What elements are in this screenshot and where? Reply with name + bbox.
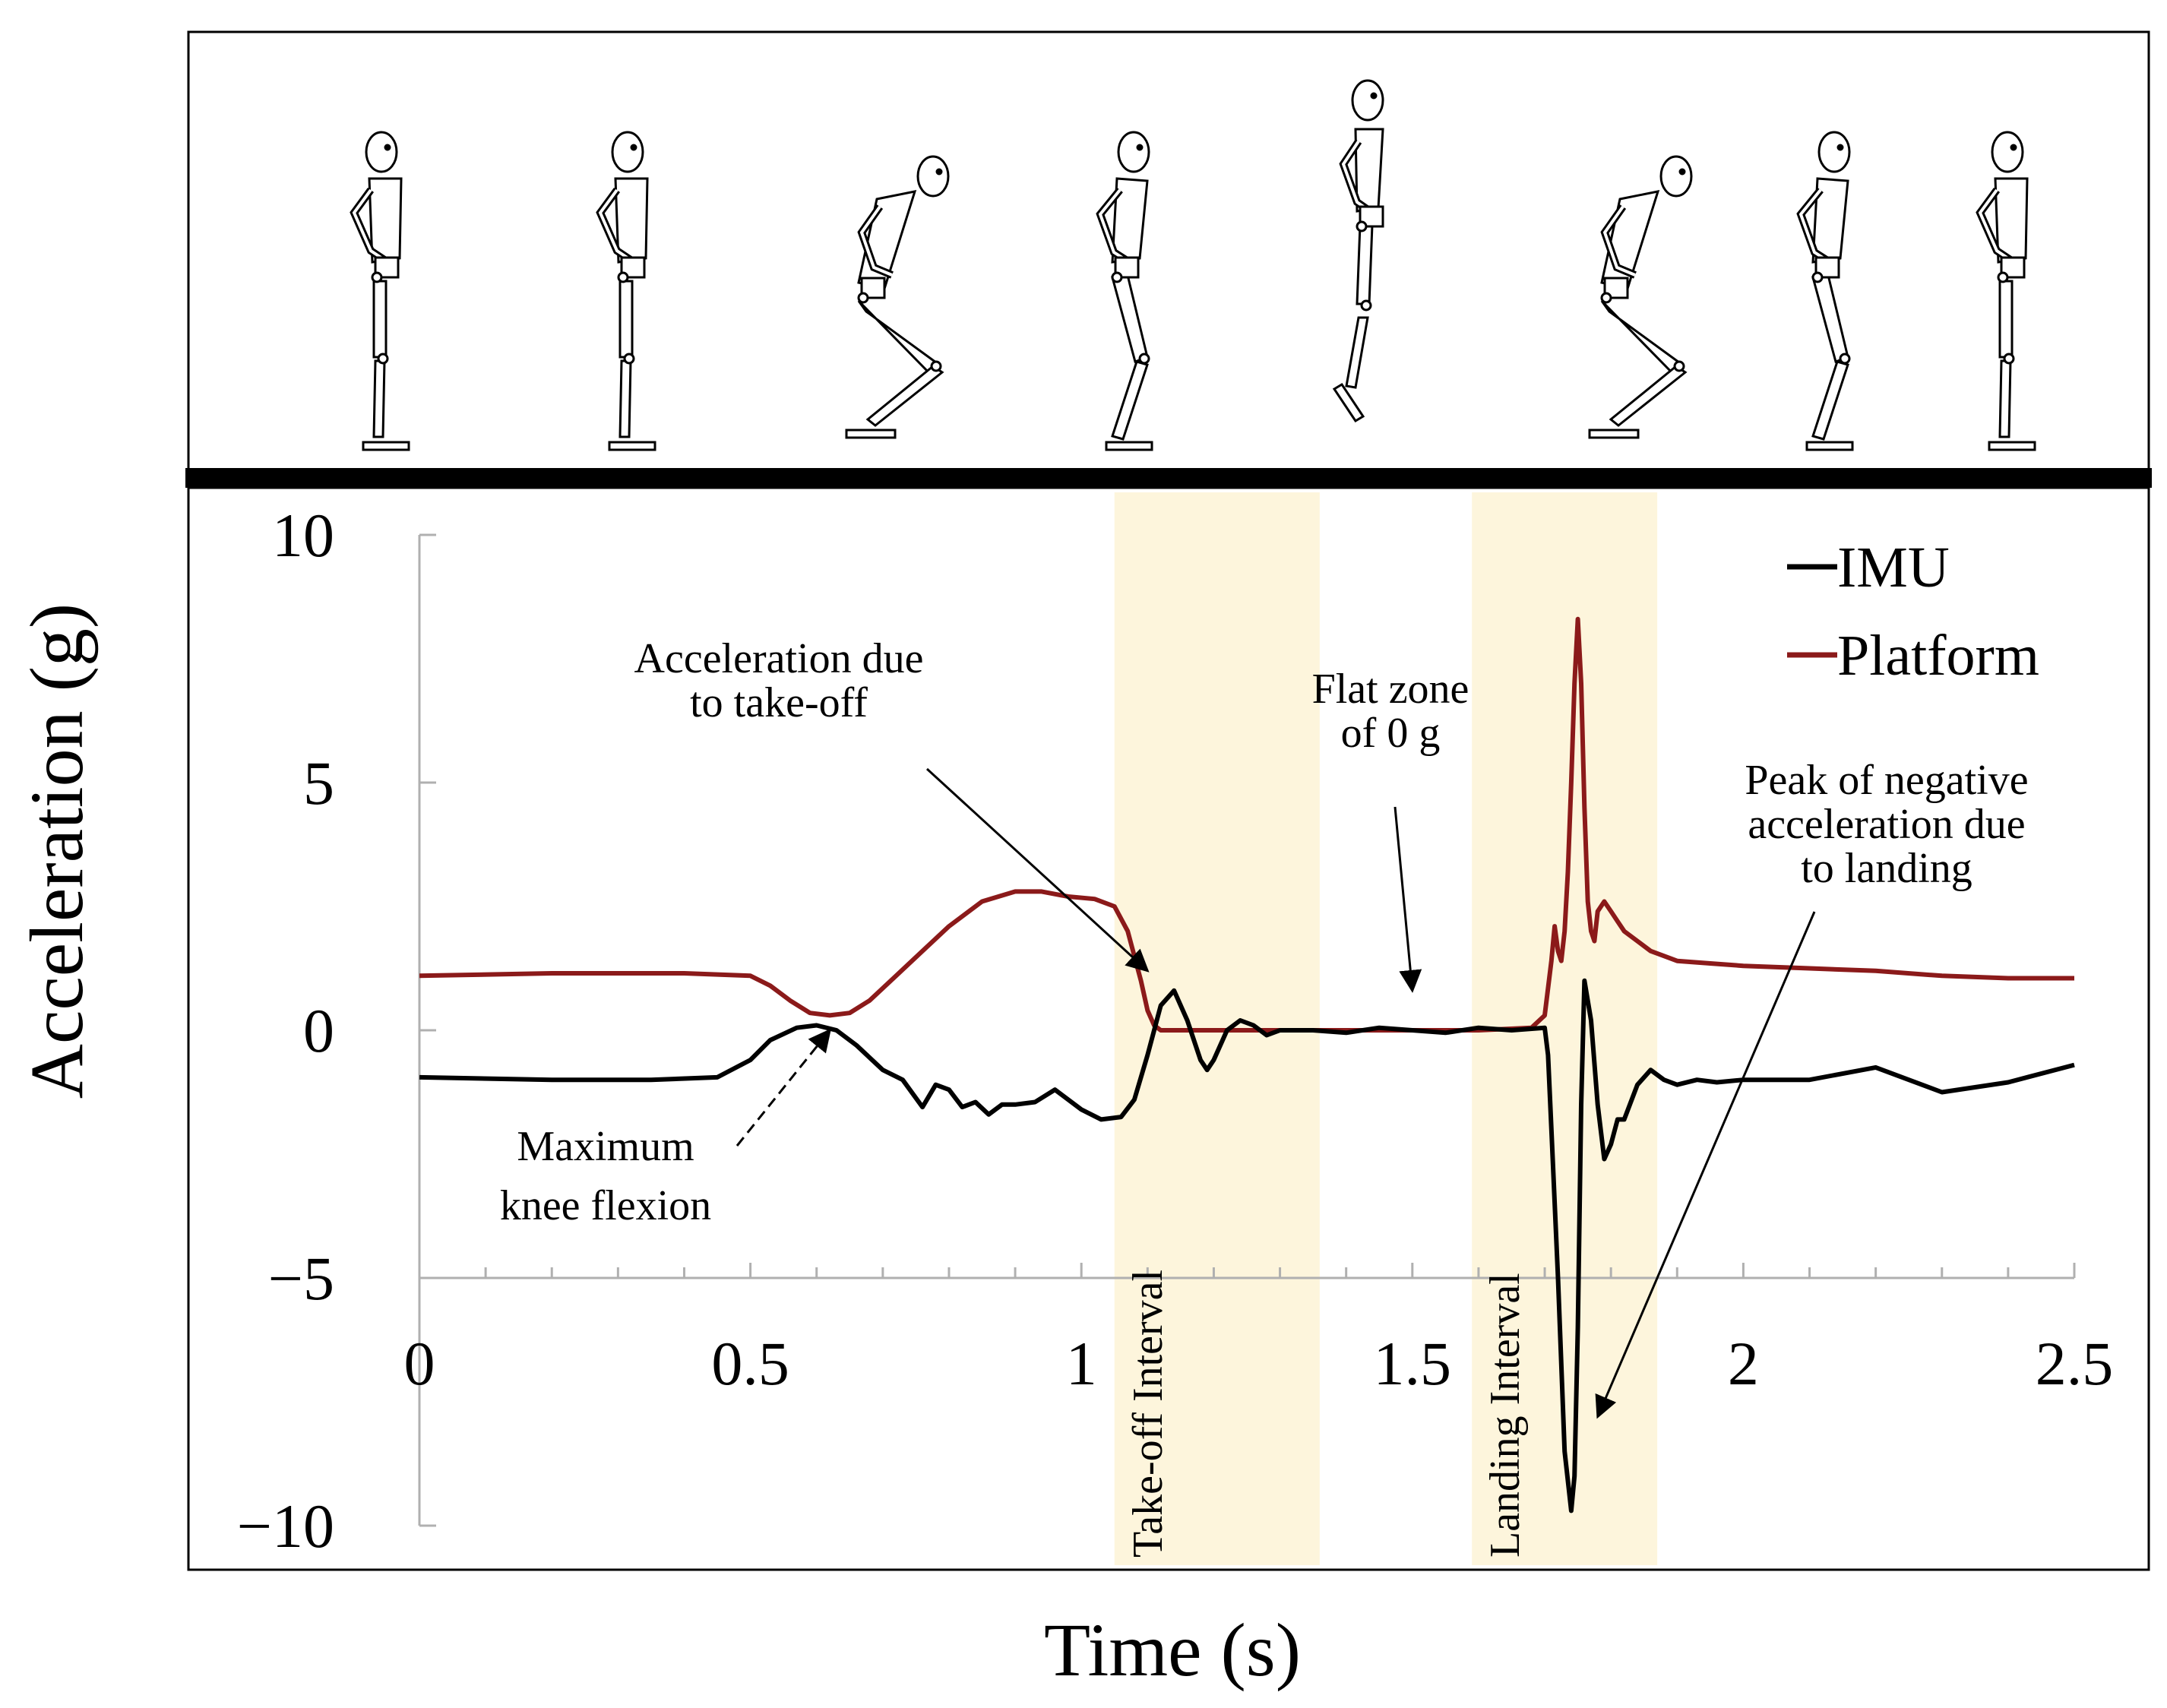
x-tick-label: 2.5 (2036, 1329, 2114, 1398)
legend-label-imu: IMU (1837, 536, 1950, 599)
y-tick-label: −10 (237, 1491, 334, 1561)
series-line-imu (419, 978, 2075, 1513)
x-tick-label: 1 (1066, 1329, 1097, 1398)
panel-separator (185, 468, 2152, 488)
annotation-text-2: Peak of negative (1745, 757, 2028, 804)
y-axis-title: Acceleration (g) (14, 603, 99, 1099)
pose-figure-3 (1096, 131, 1153, 451)
pose-figure-7 (1976, 131, 2036, 451)
annotation-text-2: acceleration due (1748, 801, 2025, 848)
annotation-arrow-3 (736, 1028, 832, 1147)
pose-figure-5 (1588, 155, 1693, 439)
annotation-text-2: to landing (1801, 845, 1972, 892)
y-tick-label: −5 (268, 1244, 334, 1313)
x-tick-label: 1.5 (1374, 1329, 1452, 1398)
annotation-arrow-1 (1394, 806, 1422, 993)
pose-figure-4 (1332, 79, 1384, 423)
y-tick-label: 5 (303, 748, 334, 818)
annotation-text-1: of 0 g (1341, 710, 1441, 757)
annotation-arrow-2 (1595, 911, 1816, 1419)
pose-figures (350, 79, 2036, 451)
x-tick-label: 0.5 (711, 1329, 789, 1398)
interval-labels: Take-off Interval Landing Interval (1125, 1270, 1529, 1558)
annotation-text-0: to take-off (690, 679, 868, 726)
legend-label-platform: Platform (1837, 624, 2039, 688)
pose-figure-0 (350, 131, 410, 451)
annotation-text-3: knee flexion (500, 1182, 711, 1229)
annotation-text-3: Maximum (517, 1123, 694, 1170)
legend: IMU Platform (1787, 536, 2039, 688)
y-tick-label: 10 (272, 501, 334, 570)
interval-label-0: Take-off Interval (1125, 1270, 1172, 1558)
series-line-platform (419, 616, 2074, 1033)
pose-figure-6 (1796, 131, 1854, 451)
pose-panel (187, 30, 2150, 480)
annotation-text-1: Flat zone (1312, 666, 1469, 713)
series-group (419, 616, 2075, 1513)
pose-figure-2 (845, 155, 950, 439)
pose-figure-1 (596, 131, 656, 451)
x-axis-title: Time (s) (1044, 1608, 1301, 1692)
x-tick-label: 2 (1728, 1329, 1759, 1398)
x-tick-label: 0 (404, 1329, 435, 1398)
y-tick-label: 0 (303, 996, 334, 1065)
interval-label-1: Landing Interval (1482, 1273, 1529, 1558)
annotation-arrow-0 (925, 767, 1150, 973)
annotation-text-0: Acceleration due (634, 635, 924, 682)
axes: 0 0.5 1 1.5 2 2.5 10 5 0 −5 −10 (237, 501, 2114, 1561)
